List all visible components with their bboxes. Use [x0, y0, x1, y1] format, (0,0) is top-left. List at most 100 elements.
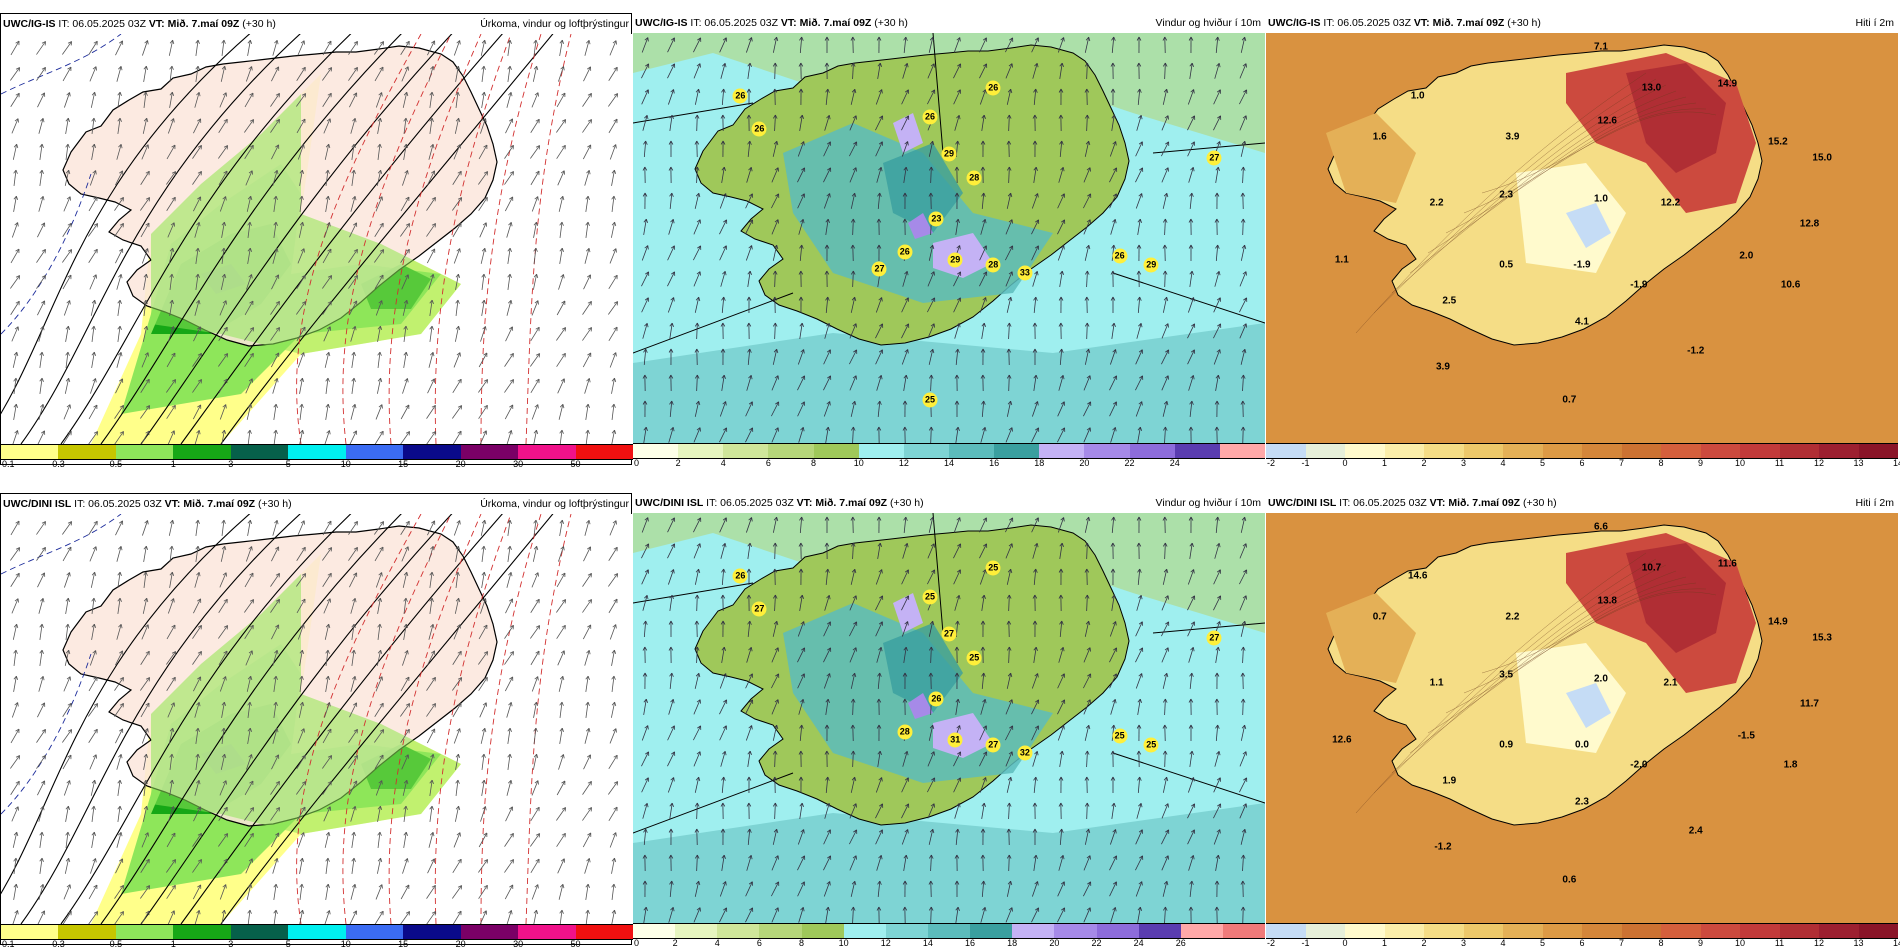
- gust-label: 26: [1112, 248, 1128, 264]
- panel-wind-igis: UWC/IG-IS IT: 06.05.2025 03Z VT: Mið. 7.…: [633, 13, 1265, 468]
- panel-title: Úrkoma, vindur og loftþrýstingur: [480, 18, 629, 30]
- temperature-label: 15.0: [1812, 152, 1832, 164]
- colorbar-tick-label: 2: [1421, 458, 1427, 468]
- panel-title: Vindur og hviður í 10m: [1155, 497, 1261, 509]
- temperature-label: 1.8: [1783, 759, 1798, 771]
- colorbar-cell: [903, 444, 949, 458]
- colorbar-cell: [345, 925, 404, 939]
- temperature-label: 12.2: [1660, 197, 1681, 209]
- gust-label: 31: [947, 732, 963, 748]
- temperature-label: 11.6: [1717, 558, 1737, 570]
- colorbar-ticks: -2-1012345678910111213141516: [1266, 458, 1900, 468]
- colorbar-tick-label: 4: [720, 458, 726, 468]
- colorbar-tick-label: 30: [513, 459, 524, 469]
- colorbar: 0 2 4 6 8 10 12 14 16 18 20 22 24: [633, 443, 1265, 468]
- temperature-label: -1.2: [1687, 345, 1705, 357]
- colorbar-cells: [1266, 923, 1898, 939]
- temperature-label: 0.7: [1372, 611, 1387, 623]
- colorbar-tick-label: 0.1: [2, 459, 15, 469]
- panel-title: Hiti í 2m: [1855, 17, 1894, 29]
- colorbar-tick-label: 3: [1460, 938, 1467, 948]
- colorbar-cells: [1, 924, 633, 940]
- colorbar-tick-label: 10: [340, 939, 351, 949]
- temperature-label: 15.3: [1812, 632, 1832, 644]
- valid-time: Mið. 7.maí 09Z: [1445, 497, 1521, 509]
- colorbar-tick-label: 26: [1175, 938, 1186, 948]
- panel-temp-igis: UWC/IG-IS IT: 06.05.2025 03Z VT: Mið. 7.…: [1266, 13, 1900, 468]
- colorbar-cell: [1129, 444, 1175, 458]
- colorbar-tick-label: 11: [1774, 938, 1785, 948]
- colorbar-tick-label: 10: [853, 458, 864, 468]
- temperature-label: 1.1: [1334, 254, 1349, 266]
- colorbar-tick-label: 50: [570, 939, 581, 949]
- colorbar-tick-label: 5: [1539, 458, 1546, 468]
- colorbar-cell: [1054, 924, 1097, 938]
- colorbar-cell: [575, 445, 633, 459]
- colorbar-tick-label: 8: [1658, 938, 1664, 948]
- precip-map: [1, 514, 633, 924]
- panel-header: UWC/IG-IS IT: 06.05.2025 03Z VT: Mið. 7.…: [1, 14, 633, 34]
- panel-wind-dini: UWC/DINI ISL IT: 06.05.2025 03Z VT: Mið.…: [633, 493, 1266, 948]
- gust-label: 29: [941, 146, 957, 162]
- colorbar-cell: [1222, 924, 1266, 938]
- temperature-label: 2.4: [1688, 825, 1703, 837]
- colorbar-ticks: 0.1 0.3 0.5 1 3 5 10 15 20 30 50: [1, 459, 633, 469]
- colorbar-cell: [717, 924, 760, 938]
- panel-precip-igis: UWC/IG-IS IT: 06.05.2025 03Z VT: Mið. 7.…: [0, 13, 633, 469]
- colorbar-tick-label: 3: [1460, 458, 1467, 468]
- colorbar-cell: [675, 924, 718, 938]
- colorbar-tick-label: 0.5: [109, 939, 123, 949]
- colorbar-cell: [1819, 444, 1859, 458]
- colorbar-cell: [58, 925, 116, 939]
- valid-time-label: VT:: [164, 498, 181, 510]
- colorbar-tick-label: 15: [398, 459, 409, 469]
- colorbar: 0.1 0.3 0.5 1 3 5 10 15 20 30 50: [1, 444, 633, 469]
- colorbar-tick-label: 4: [714, 938, 720, 948]
- colorbar: 0.1 0.3 0.5 1 3 5 10 15 20 30 50: [1, 924, 633, 949]
- colorbar-cell: [460, 925, 519, 939]
- temp-map: 7.1 1.0 1.6 3.9 13.0 14.9 12.6 15.2 15.0 2.3 1.0 12…: [1266, 33, 1898, 443]
- lead-time: (+30 h): [871, 17, 908, 29]
- temperature-label: 0.7: [1562, 394, 1577, 406]
- colorbar-tick-label: 50: [570, 459, 581, 469]
- precip-field: [1, 34, 633, 444]
- colorbar-tick-label: 12: [1813, 458, 1825, 468]
- colorbar-ticks: -2-1012345678910111213141516: [1266, 938, 1900, 948]
- colorbar-cell: [1345, 444, 1385, 458]
- valid-time: Mið. 7.maí 09Z: [812, 497, 888, 509]
- colorbar-cell: [1424, 924, 1464, 938]
- temperature-contours: [1355, 72, 1717, 334]
- gust-label: 23: [928, 211, 944, 227]
- colorbar-cell: [927, 924, 971, 938]
- colorbar-tick-label: 14: [1892, 458, 1900, 468]
- colorbar-cell: [1503, 444, 1543, 458]
- colorbar-cell: [1621, 444, 1661, 458]
- colorbar-tick-label: 0.5: [109, 459, 123, 469]
- colorbar-tick-label: 0.3: [52, 459, 65, 469]
- colorbar-tick-label: 16: [965, 938, 976, 948]
- colorbar-cell: [1779, 444, 1819, 458]
- colorbar-tick-label: 0.3: [52, 939, 65, 949]
- temperature-label: 15.2: [1768, 136, 1788, 147]
- colorbar-cell: [1661, 924, 1701, 938]
- lead-time: (+30 h): [239, 18, 276, 30]
- colorbar-tick-label: 0: [634, 938, 640, 948]
- colorbar-cell: [1039, 444, 1085, 458]
- gust-label: 28: [897, 724, 913, 740]
- colorbar-tick-label: 15: [398, 939, 409, 949]
- temperature-label: -2.0: [1630, 759, 1648, 771]
- colorbar-cell: [994, 444, 1040, 458]
- valid-time: Mið. 7.maí 09Z: [1429, 17, 1505, 29]
- colorbar-cell: [1266, 444, 1306, 458]
- temperature-label: -1.2: [1434, 841, 1452, 853]
- temperature-label: -1.9: [1630, 279, 1648, 291]
- colorbar-tick-label: 8: [1658, 458, 1664, 468]
- valid-time-label: VT:: [1413, 17, 1430, 29]
- colorbar-cell: [843, 924, 886, 938]
- panel-header: UWC/DINI ISL IT: 06.05.2025 03Z VT: Mið.…: [633, 493, 1265, 513]
- gust-label: 27: [1206, 630, 1222, 646]
- temperature-label: 1.0: [1410, 90, 1425, 102]
- colorbar-cell: [1542, 924, 1582, 938]
- colorbar-tick-label: 10: [1734, 458, 1746, 468]
- colorbar-cell: [518, 445, 576, 459]
